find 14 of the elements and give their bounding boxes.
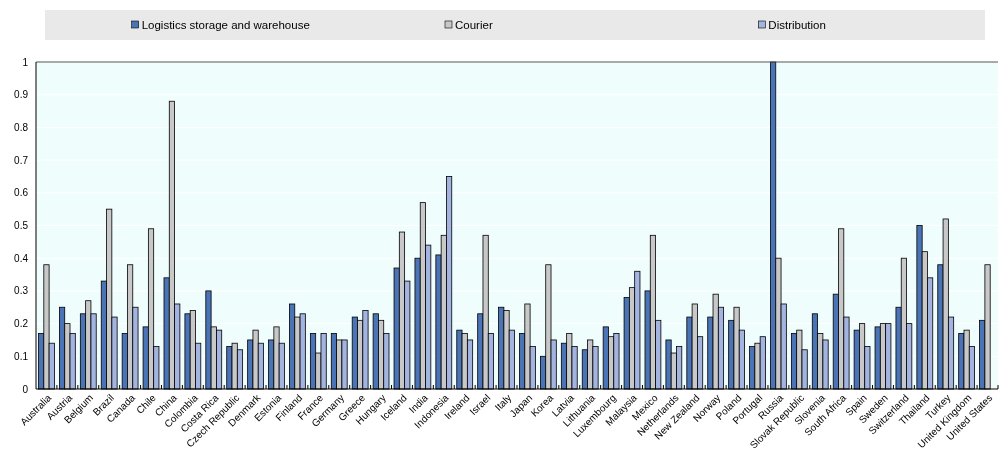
y-tick-label: 0.3 [14,285,29,297]
legend-label: Distribution [768,18,826,31]
y-tick-label: 0.4 [14,252,29,264]
y-tick-label: 0.2 [14,318,29,330]
y-tick-label: 1 [22,56,29,68]
y-tick-label: 0.9 [14,89,29,101]
legend-label: Logistics storage and warehouse [141,18,310,31]
y-tick-label: 0.1 [14,350,29,362]
y-tick-label: 0.6 [14,187,29,199]
legend-label: Courier [455,18,493,31]
y-tick-label: 0.8 [14,121,29,133]
y-tick-label: 0.5 [14,220,29,231]
y-tick-label: 0.7 [14,154,29,166]
y-tick-label: 0 [22,383,29,395]
